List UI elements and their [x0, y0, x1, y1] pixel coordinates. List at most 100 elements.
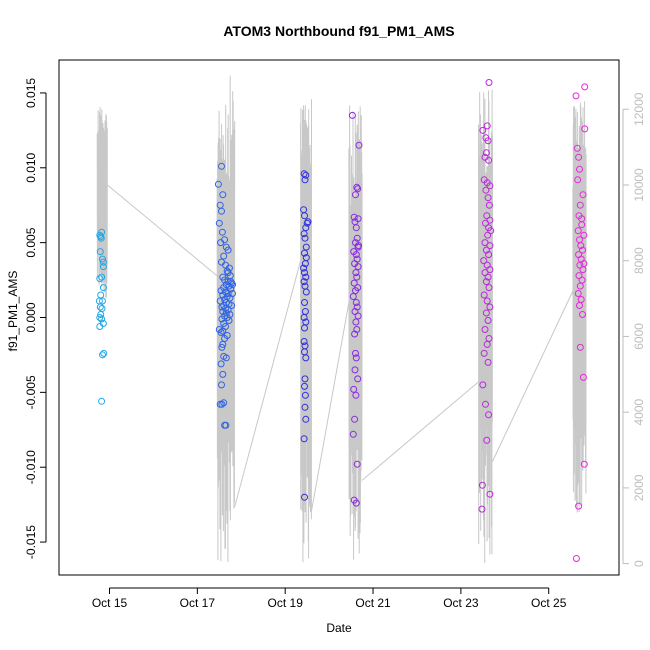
data-point-s4-27 — [354, 312, 362, 320]
data-point-s5-11 — [486, 182, 494, 190]
data-point-s3-19 — [302, 288, 310, 296]
y2-tick-label: 8000 — [632, 247, 646, 274]
data-point-s3-35 — [301, 493, 308, 501]
data-point-s4-3 — [353, 183, 361, 191]
data-point-s1-22 — [98, 397, 106, 405]
data-point-s1-7 — [96, 275, 104, 283]
data-point-s5-12 — [482, 186, 490, 194]
x-tick-label: Oct 15 — [92, 596, 128, 610]
data-point-s2-60 — [217, 360, 225, 368]
data-point-s1-20 — [99, 351, 106, 359]
data-point-s2-56 — [219, 340, 227, 348]
data-point-s4-42 — [355, 242, 362, 250]
data-point-s3-5 — [301, 212, 308, 220]
data-point-s3-25 — [300, 338, 308, 345]
data-point-s2-67 — [222, 421, 230, 429]
data-point-s5-13 — [484, 194, 492, 202]
data-point-s2-11 — [224, 246, 232, 254]
x-axis-label: Date — [326, 621, 352, 635]
data-point-s5-44 — [485, 411, 493, 419]
data-point-s5-14 — [485, 201, 493, 209]
altitude-series — [96, 75, 587, 563]
data-point-s3-3 — [301, 176, 309, 184]
data-point-s5-32 — [480, 291, 488, 299]
y-tick-label: 0.000 — [24, 302, 38, 332]
data-point-s5-36 — [484, 317, 492, 324]
y2-tick-label: 12000 — [632, 92, 646, 126]
data-point-s4-23 — [349, 293, 357, 300]
data-point-s3-17 — [300, 278, 308, 286]
data-point-s4-35 — [350, 385, 358, 393]
data-point-s6-26 — [576, 302, 583, 309]
data-point-s1-13 — [96, 303, 104, 311]
data-point-s1-5 — [99, 255, 106, 263]
data-point-s6-34 — [580, 260, 588, 268]
data-point-s1-9 — [99, 284, 107, 292]
data-point-s4-20 — [350, 279, 358, 287]
data-point-s2-48 — [225, 317, 233, 324]
data-point-s6-24 — [574, 290, 582, 297]
scatter-series — [95, 79, 589, 562]
data-point-s5-21 — [481, 239, 489, 247]
data-point-s6-23 — [576, 282, 584, 290]
data-point-s5-43 — [482, 400, 489, 408]
x-tick-label: Oct 19 — [268, 596, 304, 610]
y-tick-label: -0.015 — [24, 525, 38, 559]
data-point-s4-24 — [352, 299, 360, 306]
data-point-s3-29 — [301, 375, 309, 383]
data-point-s5-2 — [479, 126, 487, 134]
data-point-s4-1 — [348, 111, 356, 119]
x-tick-label: Oct 23 — [443, 596, 479, 610]
data-point-s4-28 — [352, 318, 360, 326]
altitude-transit-line-3 — [311, 302, 350, 511]
data-point-s6-13 — [580, 231, 588, 239]
data-point-s6-2 — [572, 92, 580, 100]
data-point-s1-17 — [98, 315, 106, 323]
data-point-s6-16 — [579, 246, 586, 254]
data-point-s6-7 — [574, 176, 582, 184]
data-point-s4-38 — [349, 430, 357, 438]
data-point-s2-42 — [219, 308, 227, 315]
data-point-s3-31 — [301, 391, 309, 399]
y-tick-label: -0.010 — [24, 450, 38, 484]
data-point-s5-48 — [486, 490, 494, 498]
data-point-s4-5 — [352, 191, 359, 199]
y-tick-label: -0.005 — [24, 375, 38, 409]
data-point-s5-29 — [484, 273, 492, 281]
data-point-s6-3 — [581, 125, 589, 133]
y2-tick-label: 0 — [632, 560, 646, 567]
chart-title: ATOM3 Northbound f91_PM1_AMS — [223, 23, 454, 39]
data-point-s4-6 — [350, 213, 358, 221]
data-point-s2-38 — [228, 302, 236, 309]
altitude-transit-line-4 — [361, 381, 479, 481]
data-point-s2-57 — [218, 343, 226, 351]
data-point-s3-16 — [302, 273, 310, 281]
y2-tick-label: 4000 — [632, 398, 646, 425]
data-point-s2-52 — [219, 327, 227, 335]
data-point-s4-39 — [353, 460, 361, 468]
y2-tick-label: 6000 — [632, 323, 646, 350]
data-point-s5-39 — [483, 340, 491, 348]
data-point-s4-4 — [354, 185, 362, 193]
y-tick-label: 0.005 — [24, 227, 38, 257]
data-point-s3-30 — [301, 382, 308, 390]
data-point-s6-1 — [581, 83, 589, 91]
data-point-s2-59 — [222, 354, 230, 362]
data-point-s3-13 — [301, 260, 309, 268]
data-point-s4-14 — [352, 251, 360, 259]
altitude-transit-line-1 — [106, 184, 218, 277]
data-point-s3-33 — [302, 415, 310, 423]
data-point-s5-3 — [483, 122, 491, 130]
data-point-s4-32 — [352, 354, 360, 362]
data-point-s6-12 — [574, 227, 582, 235]
data-point-s3-2 — [302, 171, 310, 179]
data-point-s2-3 — [219, 191, 227, 199]
data-point-s4-41 — [352, 499, 360, 507]
data-point-s4-9 — [352, 224, 360, 232]
data-point-s4-18 — [352, 269, 360, 277]
data-point-s5-41 — [484, 358, 492, 366]
data-point-s2-64 — [218, 400, 226, 408]
data-point-s5-20 — [484, 231, 492, 239]
data-point-s2-68 — [224, 269, 232, 277]
